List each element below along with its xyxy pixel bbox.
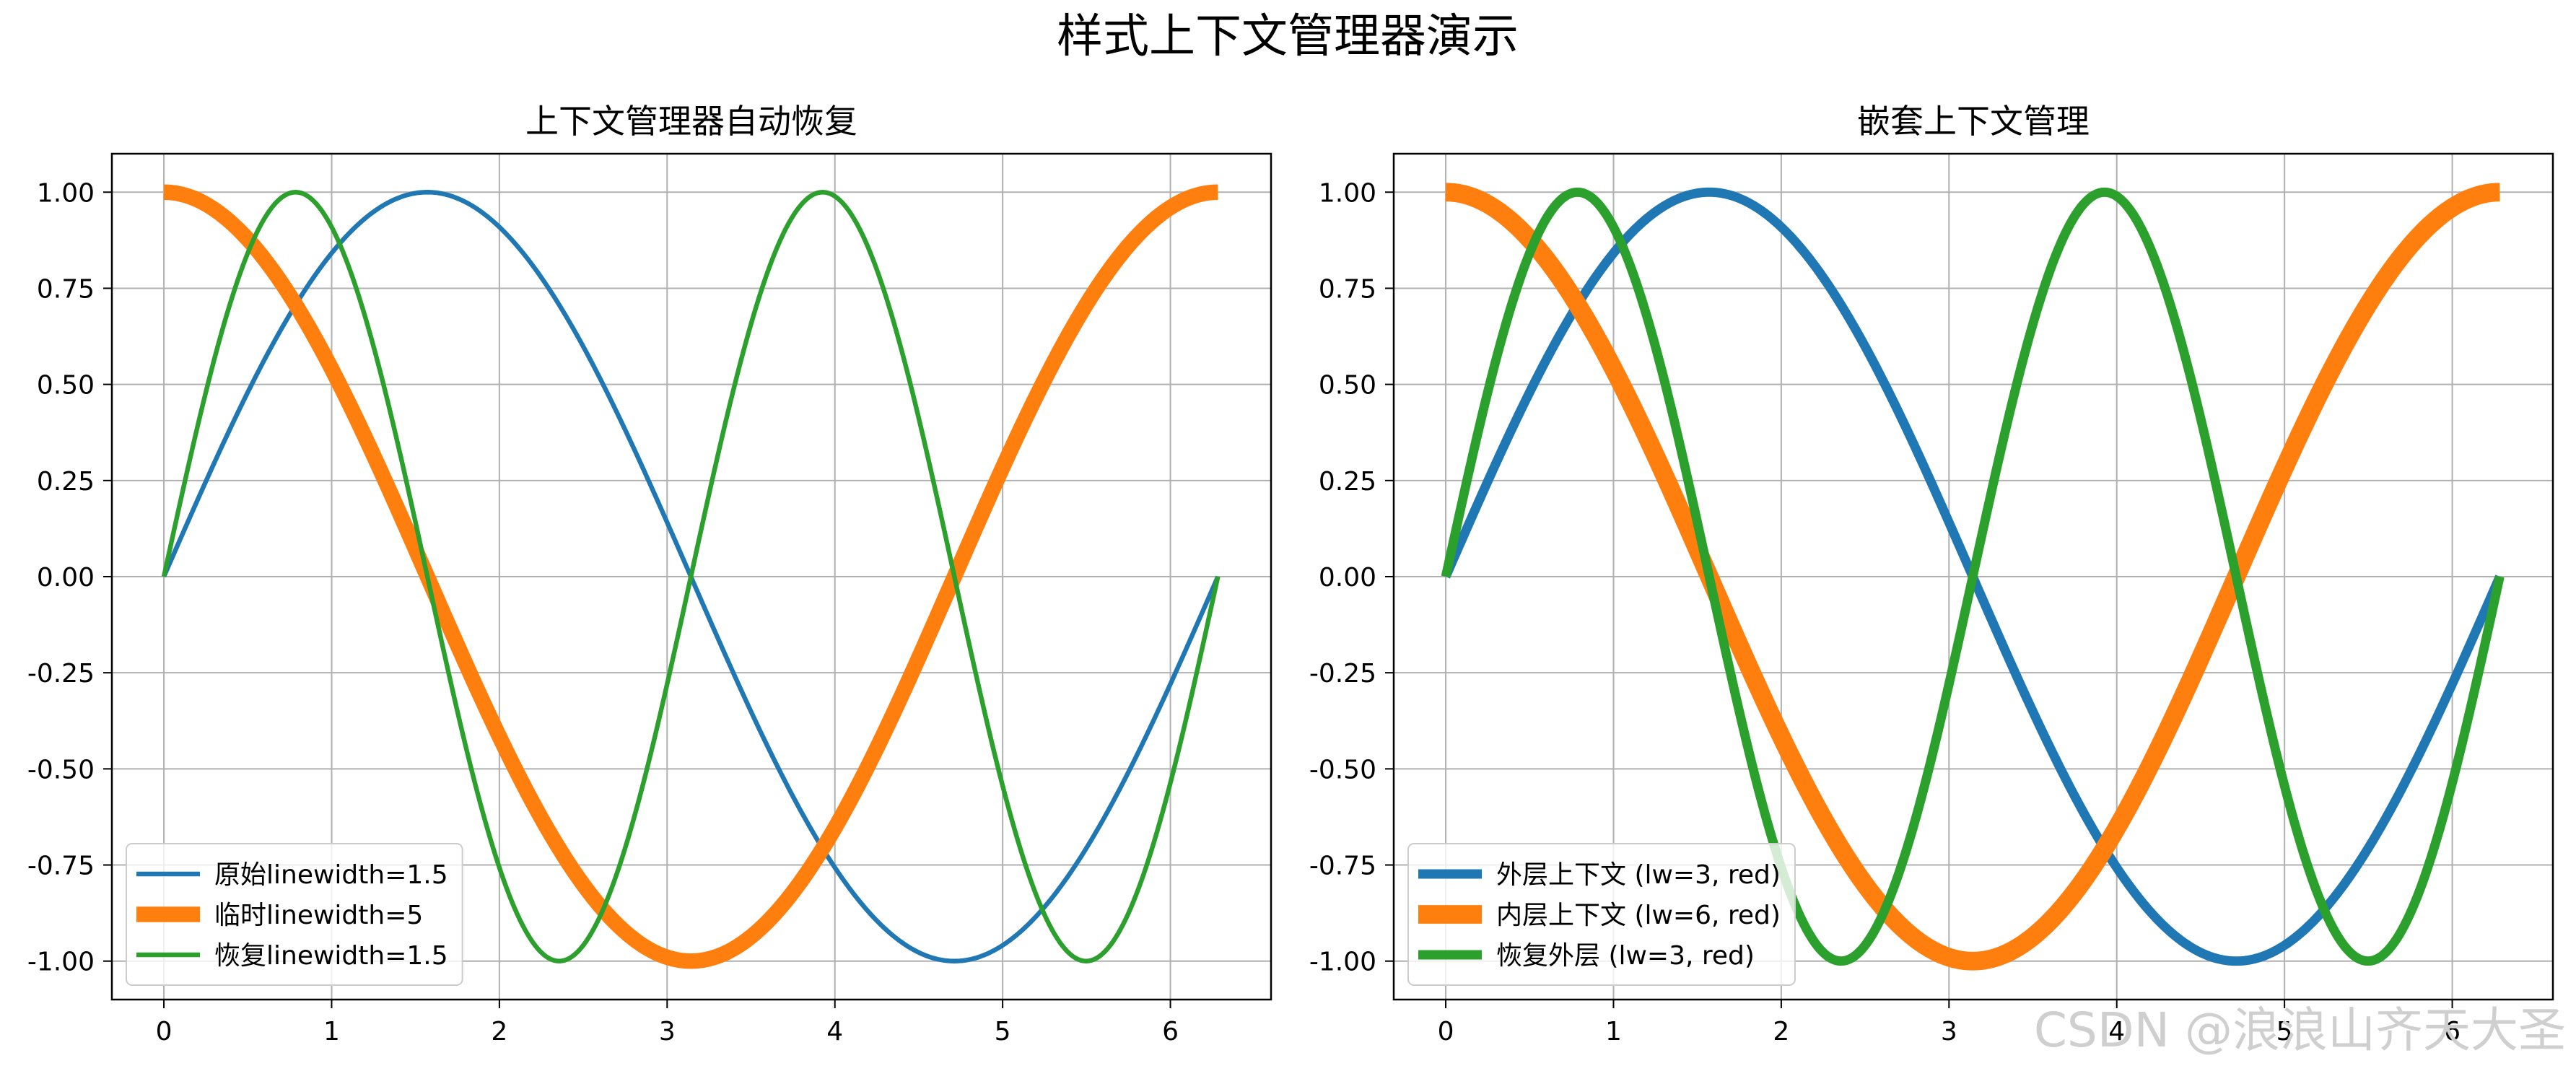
- right-series-group: [1438, 183, 2507, 971]
- right-ytick-label: -1.00: [1309, 948, 1376, 977]
- right-xtick-label: 2: [1773, 1017, 1789, 1046]
- right-xtick-label: 4: [2108, 1017, 2125, 1046]
- left-ytick-label: 0.75: [37, 274, 95, 304]
- left-xtick-label: 1: [323, 1017, 340, 1046]
- right-xtick-label: 5: [2276, 1017, 2293, 1046]
- left-subplot-title: 上下文管理器自动恢复: [525, 102, 857, 141]
- left-ytick-label: 0.50: [37, 371, 95, 401]
- left-subplot: 上下文管理器自动恢复 0 1 2 3 4 5 6 1.00 0.75 0.50 0.25 0.00 -0…: [27, 102, 1272, 1046]
- left-legend-label: 临时linewidth=5: [214, 901, 423, 930]
- left-ytick-label: 0.25: [37, 467, 95, 497]
- right-legend-label: 外层上下文 (lw=3, red): [1496, 860, 1781, 890]
- right-xtick-label: 0: [1438, 1017, 1454, 1046]
- right-ytick-label: 0.25: [1319, 467, 1376, 497]
- right-ticks: 0 1 2 3 4 5 6 1.00 0.75 0.50 0.25 0.00 -0.25 -0.50 -0.…: [1309, 178, 2461, 1046]
- right-legend-box: [1407, 843, 1796, 986]
- right-legend: 外层上下文 (lw=3, red) 内层上下文 (lw=6, red) 恢复外层 (…: [1407, 843, 1796, 986]
- left-xtick-label: 6: [1162, 1017, 1179, 1046]
- left-legend-label: 原始linewidth=1.5: [214, 860, 448, 890]
- left-ytick-label: -0.25: [27, 659, 95, 688]
- right-ytick-label: 0.00: [1319, 563, 1376, 593]
- left-ytick-label: 1.00: [37, 178, 95, 208]
- right-grid: [1394, 154, 2553, 1000]
- right-xtick-label: 1: [1605, 1017, 1622, 1046]
- right-series-line-3: [1441, 187, 2505, 966]
- right-series-line-2: [1438, 183, 2507, 971]
- right-ytick-label: 1.00: [1319, 178, 1376, 208]
- left-series-group: [158, 184, 1223, 969]
- right-ytick-label: -0.75: [1309, 852, 1376, 881]
- left-ytick-label: -1.00: [27, 948, 95, 977]
- left-legend-box: [126, 843, 463, 986]
- right-subplot-title: 嵌套上下文管理: [1857, 102, 2090, 141]
- left-xtick-label: 2: [491, 1017, 507, 1046]
- left-xtick-label: 4: [826, 1017, 843, 1046]
- left-xtick-label: 0: [156, 1017, 173, 1046]
- left-ytick-label: -0.50: [27, 755, 95, 784]
- right-xtick-label: 6: [2444, 1017, 2461, 1046]
- left-legend-label: 恢复linewidth=1.5: [214, 941, 448, 971]
- left-ytick-label: 0.00: [37, 563, 95, 593]
- left-xtick-label: 3: [659, 1017, 676, 1046]
- figure-suptitle: 样式上下文管理器演示: [1057, 10, 1519, 64]
- right-subplot: 嵌套上下文管理 0 1 2 3 4 5 6 1.00 0.75 0.50 0.25 0.00 -0.25…: [1309, 102, 2554, 1046]
- left-ytick-label: -0.75: [27, 852, 95, 881]
- left-series-line-3: [161, 190, 1221, 963]
- right-ytick-label: 0.75: [1319, 274, 1376, 304]
- right-ytick-label: -0.50: [1309, 755, 1376, 784]
- right-ytick-label: 0.50: [1319, 371, 1376, 401]
- right-ytick-label: -0.25: [1309, 659, 1376, 688]
- watermark-text: CSDN @浪浪山齐天大圣: [2034, 1002, 2566, 1058]
- right-xtick-label: 3: [1941, 1017, 1957, 1046]
- left-series-line-2: [158, 184, 1223, 969]
- left-ticks: 0 1 2 3 4 5 6 1.00 0.75 0.50 0.25 0.00 -0.25 -0.50 -0.…: [27, 178, 1179, 1046]
- right-legend-label: 内层上下文 (lw=6, red): [1496, 901, 1781, 930]
- left-legend: 原始linewidth=1.5 临时linewidth=5 恢复linewidth=…: [126, 843, 463, 986]
- right-legend-label: 恢复外层 (lw=3, red): [1496, 941, 1755, 971]
- left-xtick-label: 5: [995, 1017, 1011, 1046]
